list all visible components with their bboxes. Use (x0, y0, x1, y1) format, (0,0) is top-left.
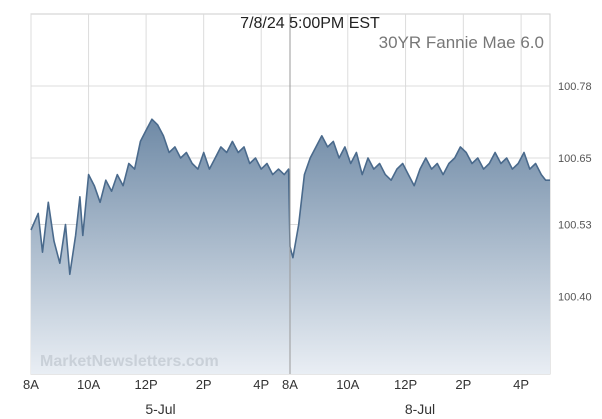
price-line (30, 118, 550, 276)
date-label: 8-Jul (405, 401, 435, 417)
chart-subtitle: 30YR Fannie Mae 6.0 (379, 33, 544, 52)
watermark: MarketNewsletters.com (40, 353, 219, 370)
chart-title: 7/8/24 5:00PM EST (240, 15, 380, 32)
x-tick-label: 10A (77, 377, 100, 392)
x-tick-label: 8A (23, 377, 39, 392)
y-tick-label: 100.40 (558, 291, 592, 303)
x-tick-label: 2P (455, 377, 471, 392)
x-tick-label: 12P (394, 377, 417, 392)
date-label: 5-Jul (145, 401, 175, 417)
date-labels: 5-Jul 8-Jul (145, 401, 435, 417)
x-tick-label: 4P (513, 377, 529, 392)
x-tick-label: 2P (196, 377, 212, 392)
y-tick-label: 100.78 (558, 81, 592, 93)
price-series-line (30, 118, 550, 276)
x-tick-label: 8A (282, 377, 298, 392)
y-tick-label: 100.53 (558, 219, 592, 231)
x-tick-label: 12P (135, 377, 158, 392)
x-tick-label: 10A (336, 377, 359, 392)
y-axis: 100.40 100.53 100.65 100.78 (558, 81, 592, 303)
x-axis: 8A 10A 12P 2P 4P 8A 10A 12P 2P 4P (23, 377, 529, 392)
x-tick-label: 4P (253, 377, 269, 392)
y-tick-label: 100.65 (558, 153, 592, 165)
price-area (31, 119, 550, 374)
